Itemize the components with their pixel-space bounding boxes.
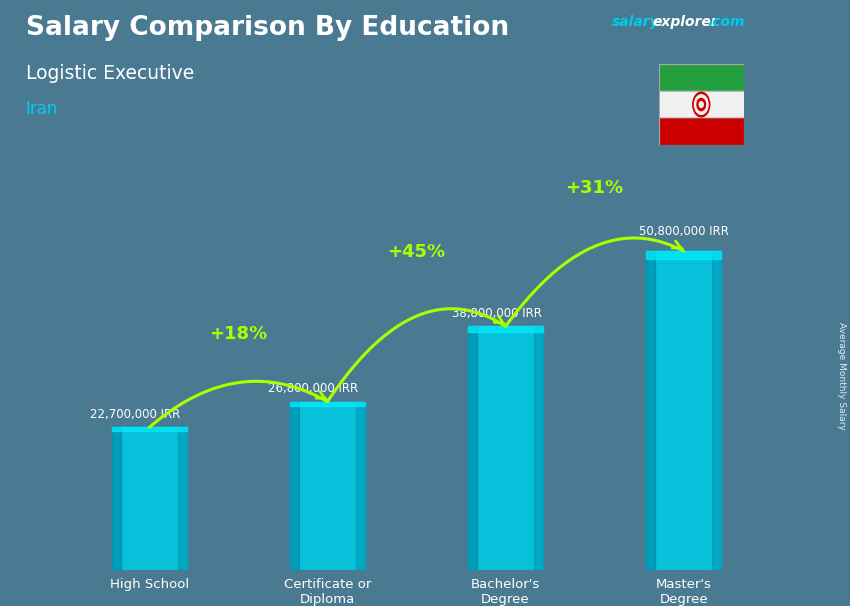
Bar	[468, 327, 477, 570]
Circle shape	[697, 98, 706, 111]
Text: +18%: +18%	[209, 325, 268, 344]
Bar	[112, 427, 121, 570]
Text: +31%: +31%	[565, 179, 624, 196]
Text: salary: salary	[612, 15, 660, 29]
Circle shape	[700, 102, 703, 107]
Text: Logistic Executive: Logistic Executive	[26, 64, 194, 82]
Bar	[646, 251, 721, 259]
Bar	[646, 251, 655, 570]
Bar	[534, 327, 543, 570]
Bar	[712, 251, 721, 570]
Text: 26,800,000 IRR: 26,800,000 IRR	[268, 382, 358, 395]
Text: .com: .com	[707, 15, 745, 29]
Bar	[290, 402, 299, 570]
Text: Iran: Iran	[26, 100, 58, 118]
Text: +45%: +45%	[388, 243, 445, 261]
Text: 38,800,000 IRR: 38,800,000 IRR	[451, 307, 541, 320]
Text: 50,800,000 IRR: 50,800,000 IRR	[638, 225, 728, 238]
Bar	[290, 402, 365, 406]
Bar	[468, 327, 543, 333]
Bar	[112, 427, 187, 431]
Bar	[468, 327, 543, 570]
Bar	[646, 251, 721, 570]
Bar	[659, 118, 744, 145]
Bar	[112, 427, 187, 570]
Text: Salary Comparison By Education: Salary Comparison By Education	[26, 15, 508, 41]
Circle shape	[693, 92, 710, 117]
Text: explorer: explorer	[653, 15, 718, 29]
Bar	[290, 402, 365, 570]
Text: 22,700,000 IRR: 22,700,000 IRR	[90, 408, 180, 421]
Circle shape	[694, 95, 708, 115]
Bar	[659, 91, 744, 118]
Bar	[178, 427, 187, 570]
Bar	[659, 64, 744, 91]
Text: Average Monthly Salary: Average Monthly Salary	[836, 322, 846, 430]
Bar	[356, 402, 365, 570]
